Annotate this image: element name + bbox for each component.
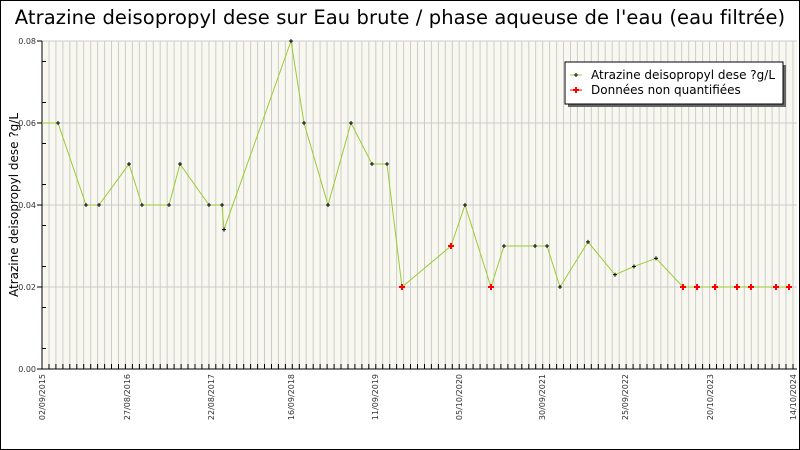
data-point — [558, 285, 562, 289]
x-tick-label: 27/08/2016 — [123, 374, 132, 420]
y-tick-label: 0.02 — [18, 283, 36, 292]
data-point — [140, 203, 144, 207]
red-plus-marker-icon — [573, 87, 579, 93]
x-tick-label: 20/10/2023 — [706, 374, 715, 420]
legend-label-non-quantified: Données non quantifiées — [591, 83, 741, 97]
legend: Atrazine deisopropyl dese ?g/L Données n… — [564, 61, 786, 107]
data-point — [220, 203, 224, 207]
data-point-non-quantified — [786, 284, 792, 290]
data-point — [463, 203, 467, 207]
legend-item-quantified: Atrazine deisopropyl dese ?g/L — [570, 68, 775, 82]
data-point-non-quantified — [448, 243, 454, 249]
chart-title: Atrazine deisopropyl dese sur Eau brute … — [14, 6, 786, 29]
data-point — [167, 203, 171, 207]
data-point — [302, 121, 306, 125]
x-tick-label: 14/10/2024 — [789, 374, 798, 420]
x-axis-ticks: 02/09/2015 27/08/2016 22/08/2017 16/09/2018… — [38, 364, 798, 420]
y-tick-label: 0.08 — [18, 37, 36, 46]
data-point — [289, 39, 293, 43]
data-point — [632, 264, 636, 269]
y-axis-label: Atrazine deisopropyl dese ?g/L — [7, 113, 21, 297]
data-point-non-quantified — [680, 284, 686, 290]
data-point-non-quantified — [773, 284, 779, 290]
data-markers — [56, 39, 792, 290]
legend-item-non-quantified: Données non quantifiées — [570, 83, 741, 97]
data-point — [502, 244, 506, 248]
data-point — [370, 162, 374, 166]
x-tick-label: 25/09/2022 — [621, 374, 630, 420]
x-tick-label: 02/09/2015 — [38, 374, 47, 420]
data-point — [349, 121, 353, 125]
plus-marker-icon — [574, 73, 578, 77]
data-point — [533, 244, 537, 248]
data-point — [586, 239, 590, 244]
data-point — [207, 203, 211, 207]
data-point — [613, 272, 617, 277]
y-axis-ticks: 0.00 0.02 0.04 0.06 0.08 — [18, 37, 46, 374]
data-point-non-quantified — [734, 284, 740, 290]
x-tick-label: 22/08/2017 — [207, 374, 216, 420]
data-point — [326, 203, 330, 207]
data-point-non-quantified — [399, 284, 405, 290]
data-point-non-quantified — [712, 284, 718, 290]
data-point — [545, 244, 549, 248]
data-point — [385, 162, 389, 166]
data-point-non-quantified — [488, 284, 494, 290]
data-point — [127, 162, 131, 166]
data-point-non-quantified — [748, 284, 754, 290]
x-tick-label: 16/09/2018 — [287, 374, 296, 420]
x-tick-label: 30/09/2021 — [538, 374, 547, 420]
data-point — [56, 121, 60, 125]
legend-label-quantified: Atrazine deisopropyl dese ?g/L — [591, 68, 775, 82]
data-point — [84, 203, 88, 207]
x-tick-label: 05/10/2020 — [455, 374, 464, 420]
data-point-non-quantified — [694, 284, 700, 290]
x-tick-label: 11/09/2019 — [371, 374, 380, 420]
y-tick-label: 0.04 — [18, 201, 36, 210]
data-point — [222, 227, 226, 232]
data-point — [97, 203, 101, 207]
y-tick-label: 0.06 — [18, 119, 36, 128]
data-point — [654, 256, 658, 261]
y-tick-label: 0.00 — [18, 365, 36, 374]
data-point — [178, 162, 182, 166]
